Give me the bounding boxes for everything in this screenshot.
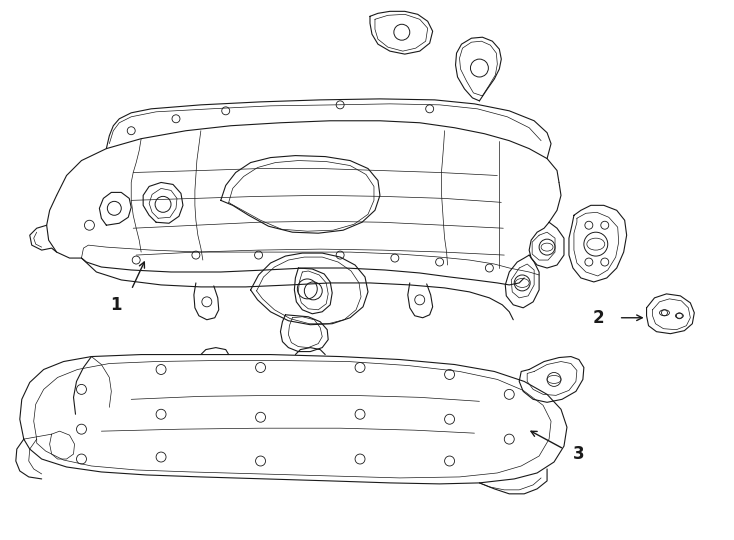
Text: 2: 2 [593, 309, 605, 327]
Text: 3: 3 [573, 445, 585, 463]
Text: 1: 1 [111, 296, 122, 314]
